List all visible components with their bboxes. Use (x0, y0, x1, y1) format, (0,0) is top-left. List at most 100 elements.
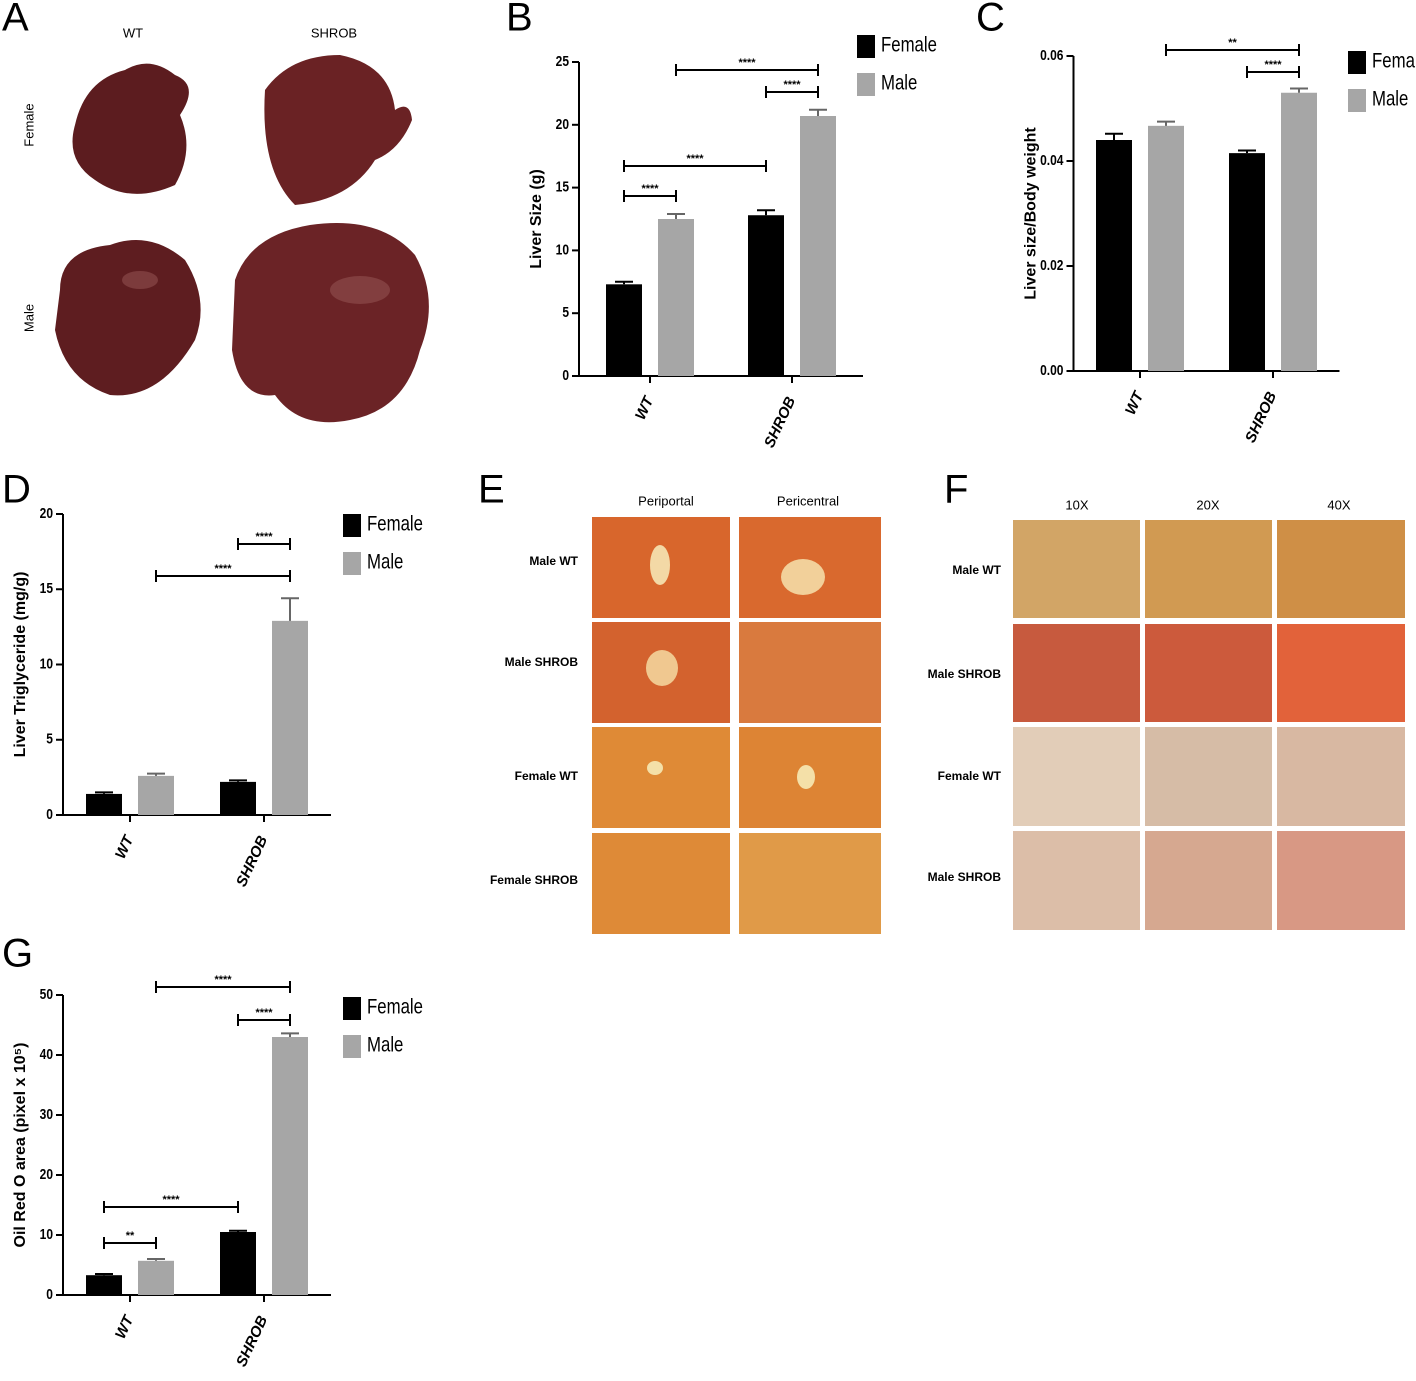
error-bar (229, 779, 247, 782)
y-tick-label: 20 (40, 505, 53, 522)
legend-label: Male (1372, 88, 1408, 111)
y-tick-label: 15 (556, 178, 570, 195)
bar (272, 620, 308, 815)
y-tick-label: 0 (562, 367, 569, 384)
significance-label: **** (738, 57, 756, 69)
histology-images (592, 517, 881, 934)
y-tick-label: 5 (562, 304, 569, 321)
legend-label: Male (367, 1034, 403, 1057)
significance-bracket (237, 1014, 291, 1026)
panel-letter: D (2, 468, 31, 512)
significance-label: ** (126, 1230, 135, 1242)
significance-bracket (675, 64, 819, 76)
legend-label: Female (881, 34, 937, 57)
legend-label: Male (367, 551, 403, 574)
error-bar (1290, 87, 1308, 93)
legend-swatch (343, 514, 361, 537)
bar (606, 284, 642, 376)
error-bar (667, 212, 685, 219)
bar (800, 116, 836, 377)
error-bar (757, 209, 775, 216)
error-bar (229, 1229, 247, 1232)
x-tick-label: SHROB (1242, 389, 1280, 445)
row-label: Male (21, 304, 36, 332)
legend-swatch (343, 1035, 361, 1058)
bar (748, 215, 784, 376)
y-tick-label: 0.02 (1040, 257, 1064, 274)
panel-letter: E (478, 468, 505, 512)
error-bar (615, 280, 633, 285)
legend-label: Female (367, 996, 423, 1019)
significance-bracket (623, 190, 677, 202)
error-bar (95, 791, 113, 794)
x-tick-label: WT (1122, 388, 1148, 418)
x-tick-label: WT (112, 832, 138, 862)
significance-bracket (765, 86, 819, 98)
y-tick-label: 5 (46, 730, 53, 747)
bar (272, 1037, 308, 1295)
legend-swatch (343, 997, 361, 1020)
significance-bracket (155, 570, 291, 582)
row-label: Female WT (938, 769, 1002, 783)
panel-letter: G (2, 932, 33, 976)
significance-bracket (1246, 66, 1300, 78)
legend-swatch (857, 73, 875, 96)
significance-label: **** (783, 79, 801, 91)
oil-red-o-images (1013, 520, 1405, 930)
significance-bracket (1165, 44, 1300, 56)
column-label: Pericentral (777, 493, 839, 508)
legend-swatch (1348, 51, 1366, 74)
column-label: Periportal (638, 493, 694, 508)
liver-photos (55, 55, 429, 423)
significance-label: **** (1264, 59, 1282, 71)
error-bar (1238, 149, 1256, 154)
error-bar (281, 597, 299, 621)
row-label: Male WT (529, 554, 578, 568)
y-tick-label: 20 (556, 116, 569, 133)
y-tick-label: 15 (40, 580, 54, 597)
significance-label: **** (686, 153, 704, 165)
bar (86, 1275, 122, 1295)
row-label: Female (21, 103, 36, 146)
column-label: WT (123, 25, 143, 40)
bar (1148, 125, 1184, 371)
y-axis-label: Oil Red O area (pixel x 10⁵) (12, 1043, 29, 1248)
legend-swatch (1348, 89, 1366, 112)
legend-swatch (343, 552, 361, 575)
significance-label: ** (1228, 37, 1237, 49)
y-tick-label: 0.06 (1040, 47, 1064, 64)
bar (138, 1260, 174, 1295)
y-tick-label: 0 (46, 806, 53, 823)
error-bar (1105, 132, 1123, 140)
bar (1281, 92, 1317, 371)
significance-label: **** (255, 1007, 273, 1019)
error-bar (1157, 120, 1175, 126)
legend-label: Male (881, 72, 917, 95)
error-bar (95, 1273, 113, 1276)
column-label: SHROB (311, 25, 357, 40)
y-tick-label: 50 (40, 986, 53, 1003)
significance-label: **** (214, 563, 232, 575)
panel-letter: C (976, 0, 1005, 40)
y-tick-label: 20 (40, 1166, 53, 1183)
significance-bracket (103, 1237, 157, 1249)
y-axis-label: Liver Triglyceride (mg/g) (12, 572, 29, 758)
row-label: Male SHROB (928, 667, 1002, 681)
bar (658, 219, 694, 376)
y-tick-label: 0 (46, 1286, 53, 1303)
y-tick-label: 40 (40, 1046, 53, 1063)
column-label: 40X (1327, 497, 1350, 512)
row-label: Male SHROB (505, 655, 579, 669)
y-tick-label: 10 (556, 241, 569, 258)
x-tick-label: SHROB (233, 1313, 271, 1369)
significance-label: **** (641, 183, 659, 195)
x-tick-label: WT (632, 393, 658, 423)
column-label: 20X (1196, 497, 1219, 512)
row-label: Female SHROB (490, 873, 578, 887)
row-label: Female WT (515, 769, 579, 783)
panel-letter: A (2, 0, 29, 40)
legend-label: Female (1372, 50, 1416, 73)
significance-bracket (623, 160, 767, 172)
y-axis-label: Liver size/Body weight (1023, 127, 1040, 300)
